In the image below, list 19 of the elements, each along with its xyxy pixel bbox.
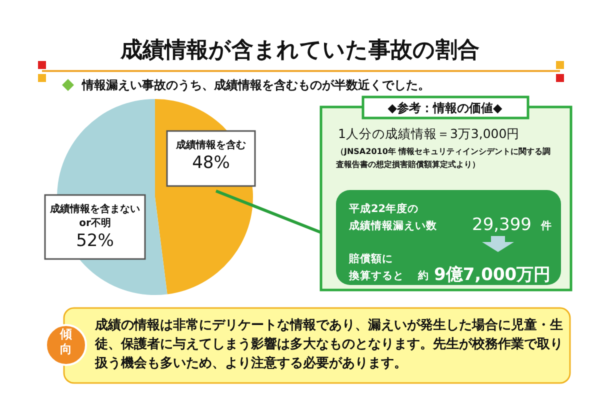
data-label: 52%: [76, 231, 114, 251]
text: 成績情報が含まれていた事故の割合: [120, 38, 480, 63]
text: 成績情報漏えい数: [348, 219, 438, 232]
text: ◆参考：情報の価値◆: [388, 101, 503, 115]
text: 件: [540, 219, 552, 232]
text: 29,399: [472, 215, 532, 235]
slice-label: 成績情報を含まないor不明: [49, 203, 140, 229]
text: 傾向: [59, 327, 72, 356]
text: 9億7,000万円: [434, 265, 551, 285]
text: （JNSA2010年 情報セキュリティインシデントに関する調査報告書の想定損害賠償額算定式より）: [336, 146, 552, 171]
text: 約: [417, 269, 429, 282]
text: 成績の情報は非常にデリケートな情報であり、漏えいが発生した場合に児童・生徒、保護者に与えてしまう影響は多大なものとなります。先生が校務作業で取り扱う機会も多いため、より注意する必要があります。: [95, 316, 563, 373]
text: 1人分の成績情報＝3万3,000円: [338, 126, 520, 141]
text: 換算すると: [348, 269, 404, 282]
text: 平成22年度の: [348, 202, 419, 215]
slice-label: 成績情報を含む: [175, 139, 246, 151]
text: 賠償額に: [348, 252, 393, 265]
chart-subtitle: 情報漏えい事故のうち、成績情報を含むものが半数近くでした。: [81, 78, 430, 92]
data-label: 48%: [192, 153, 230, 173]
